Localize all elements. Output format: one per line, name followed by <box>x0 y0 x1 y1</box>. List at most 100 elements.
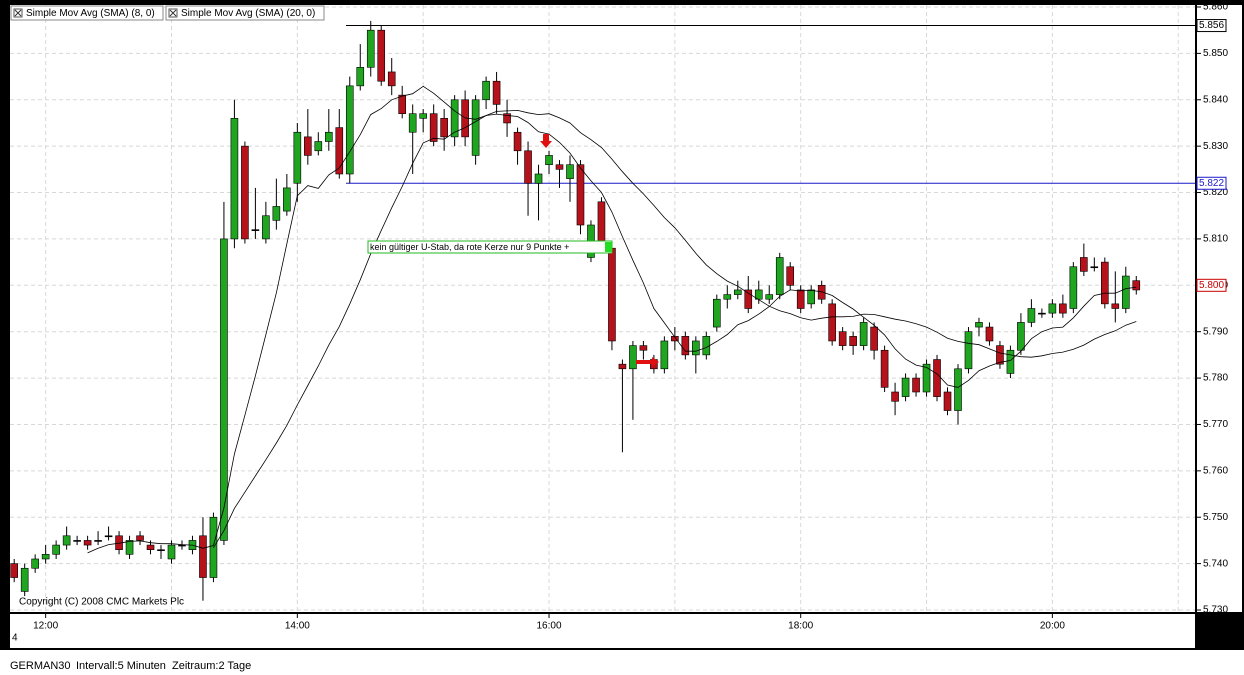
y-tick-label: 5.850 <box>1203 48 1228 59</box>
last-price-label: 5.800 <box>1199 280 1224 291</box>
candle-body <box>943 391 952 411</box>
candle-body <box>83 540 92 546</box>
candle-body <box>31 558 39 569</box>
candle-body <box>62 535 71 546</box>
candle-body <box>608 247 616 342</box>
candle-body <box>996 345 1004 365</box>
candle-body <box>220 238 228 541</box>
plot-area <box>10 5 1195 612</box>
candle-body <box>41 554 50 560</box>
candle-body <box>387 71 396 87</box>
candle-body <box>199 535 207 578</box>
candle-body <box>576 164 585 226</box>
candle-body <box>1059 303 1067 314</box>
candle-body <box>73 540 81 542</box>
y-tick-label: 5.840 <box>1203 94 1228 105</box>
candle-body <box>744 289 753 309</box>
x-tick-label: 20:00 <box>1040 621 1065 632</box>
copyright: Copyright (C) 2008 CMC Markets Plc <box>19 597 184 608</box>
candle-body <box>377 29 386 82</box>
candle-body <box>356 67 365 87</box>
candle-body <box>524 150 532 184</box>
candle-body <box>796 289 805 309</box>
corner-label: 4 <box>12 633 18 644</box>
candle-body <box>1027 308 1036 323</box>
candle-body <box>230 118 239 240</box>
candle-body <box>692 340 700 356</box>
candle-body <box>859 322 868 346</box>
candle-body <box>681 336 690 356</box>
candle-body <box>419 113 427 119</box>
candle-body <box>125 540 134 555</box>
candle-body <box>545 155 553 166</box>
candle-body <box>733 289 742 295</box>
candle-body <box>629 345 637 370</box>
candle-body <box>1006 349 1015 374</box>
y-tick-label: 5.860 <box>1203 2 1228 13</box>
candle-body <box>723 294 732 300</box>
x-tick-label: 18:00 <box>788 621 813 632</box>
y-tick-label: 5.760 <box>1203 465 1228 476</box>
candle-body <box>849 336 857 346</box>
candle-body <box>398 94 407 114</box>
price-label: 5.856 <box>1199 20 1224 31</box>
y-tick-label: 5.780 <box>1203 373 1228 384</box>
candle-body <box>555 164 564 170</box>
candle-body <box>471 99 480 156</box>
candle-body <box>293 131 302 184</box>
candle-body <box>870 326 878 351</box>
candle-body <box>1017 322 1025 351</box>
candle-body <box>20 567 29 592</box>
candle-body <box>922 363 931 393</box>
candle-body <box>503 113 511 124</box>
annotation-handle <box>605 242 612 252</box>
candle-body <box>10 563 18 578</box>
candle-body <box>482 80 490 101</box>
candles <box>10 20 1141 601</box>
candle-body <box>954 368 962 411</box>
sma-line <box>87 85 1137 554</box>
x-axis: 12:00 14:00 16:00 18:00 20:00 <box>33 614 1065 632</box>
candle-body <box>324 131 333 142</box>
candle-body <box>597 201 606 244</box>
sma-line <box>213 109 1137 549</box>
candle-body <box>891 391 899 402</box>
legend-label: Simple Mov Avg (SMA) (8, 0) <box>26 8 155 19</box>
candle-body <box>566 164 574 179</box>
candle-body <box>104 535 113 538</box>
status-symbol: GERMAN30 <box>10 660 71 672</box>
candle-body <box>304 136 312 156</box>
candle-body <box>1048 303 1057 314</box>
candle-body <box>828 303 836 342</box>
candle-body <box>52 544 60 555</box>
y-tick-label: 5.730 <box>1203 605 1228 616</box>
legend-label: Simple Mov Avg (SMA) (20, 0) <box>181 8 315 19</box>
candle-body <box>272 206 281 221</box>
status-range: Zeitraum:2 Tage <box>172 660 251 672</box>
candle-body <box>408 113 417 133</box>
candle-body <box>775 257 784 295</box>
candle-body <box>1090 266 1099 269</box>
candle-body <box>618 363 627 370</box>
y-tick-label: 5.820 <box>1203 187 1228 198</box>
legend-item-box[interactable] <box>10 5 164 21</box>
candle-body <box>671 336 679 342</box>
candle-body <box>440 118 448 138</box>
candle-body <box>1101 261 1109 305</box>
candle-body <box>178 544 186 547</box>
y-tick-label: 5.750 <box>1203 512 1228 523</box>
candle-body <box>660 340 669 370</box>
last-price-box <box>1196 278 1227 292</box>
x-axis-area <box>10 614 1195 648</box>
legend-check <box>14 9 22 17</box>
legend-item-box[interactable] <box>165 5 325 21</box>
candle-body <box>450 99 459 138</box>
candle-body <box>1038 312 1046 315</box>
candle-body <box>765 294 774 300</box>
candle-body <box>429 113 438 142</box>
candle-body <box>366 29 375 68</box>
candle-body <box>136 535 144 541</box>
legend: Simple Mov Avg (SMA) (8, 0) Simple Mov A… <box>10 5 325 21</box>
candle-body <box>251 229 260 231</box>
